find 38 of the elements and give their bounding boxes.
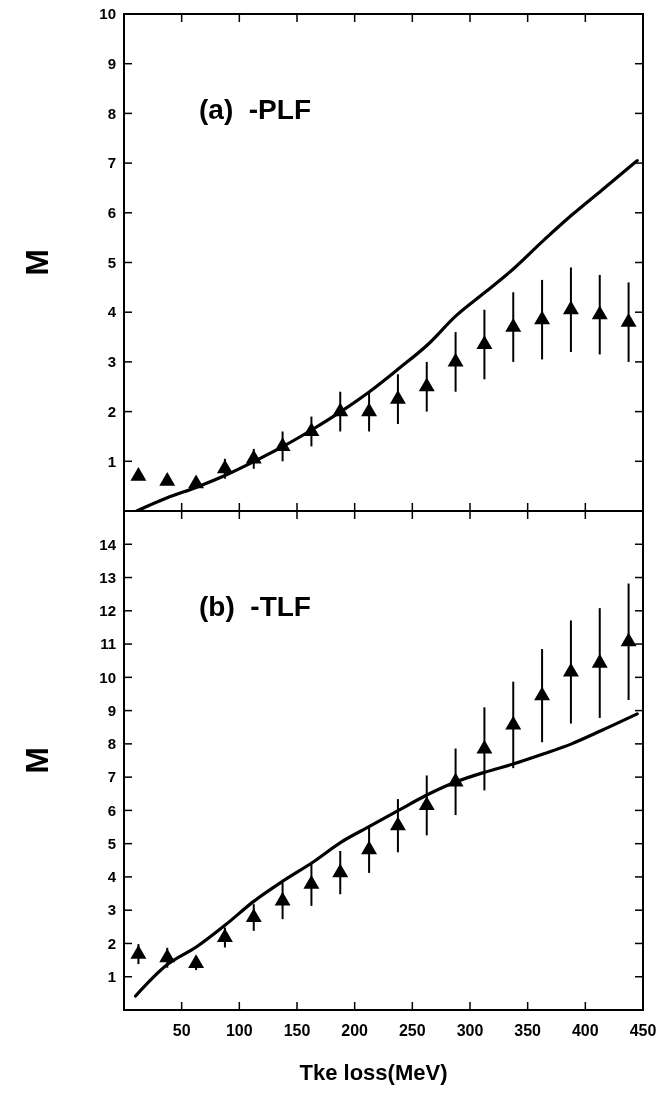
y-tick-label: 12 xyxy=(99,602,116,620)
y-tick-label: 5 xyxy=(107,834,116,852)
y-tick-label: 5 xyxy=(107,253,116,271)
y-tick-label: 6 xyxy=(107,204,116,222)
text: (b) -TLF xyxy=(199,591,311,622)
x-tick-label: 450 xyxy=(629,1022,657,1039)
y-tick-label: 4 xyxy=(107,303,117,321)
y-tick-label: 3 xyxy=(107,901,116,919)
y-tick-label: 9 xyxy=(107,54,116,72)
x-tick-label: 50 xyxy=(172,1022,191,1039)
x-tick-label: 300 xyxy=(456,1022,484,1039)
x-tick-label: 150 xyxy=(283,1022,311,1039)
text: (a) -PLF xyxy=(199,94,311,125)
y-tick-label: 7 xyxy=(107,768,116,786)
y-tick-label: 10 xyxy=(99,5,116,23)
y-tick-label: 14 xyxy=(99,535,117,553)
y-tick-label: 2 xyxy=(107,402,116,420)
y-tick-label: 4 xyxy=(107,868,117,886)
x-tick-label: 350 xyxy=(514,1022,542,1039)
y-tick-label: 1 xyxy=(107,967,116,985)
y-tick-label: 1 xyxy=(107,452,116,470)
y-tick-label: 8 xyxy=(107,104,116,122)
y-tick-label: 3 xyxy=(107,353,116,371)
x-tick-label: 100 xyxy=(225,1022,253,1039)
x-tick-label: 400 xyxy=(571,1022,599,1039)
x-axis-title: Tke loss(MeV) xyxy=(299,1060,448,1085)
y-tick-label: 11 xyxy=(100,635,116,653)
y-axis-title: M xyxy=(19,747,55,774)
y-tick-label: 13 xyxy=(99,568,116,586)
y-tick-label: 8 xyxy=(107,735,116,753)
x-tick-label: 200 xyxy=(341,1022,369,1039)
y-axis-title: M xyxy=(19,249,55,276)
y-tick-label: 2 xyxy=(107,934,116,952)
x-tick-label: 250 xyxy=(398,1022,426,1039)
y-tick-label: 10 xyxy=(99,668,116,686)
y-tick-label: 6 xyxy=(107,801,116,819)
y-tick-label: 9 xyxy=(107,701,116,719)
y-tick-label: 7 xyxy=(107,154,116,172)
